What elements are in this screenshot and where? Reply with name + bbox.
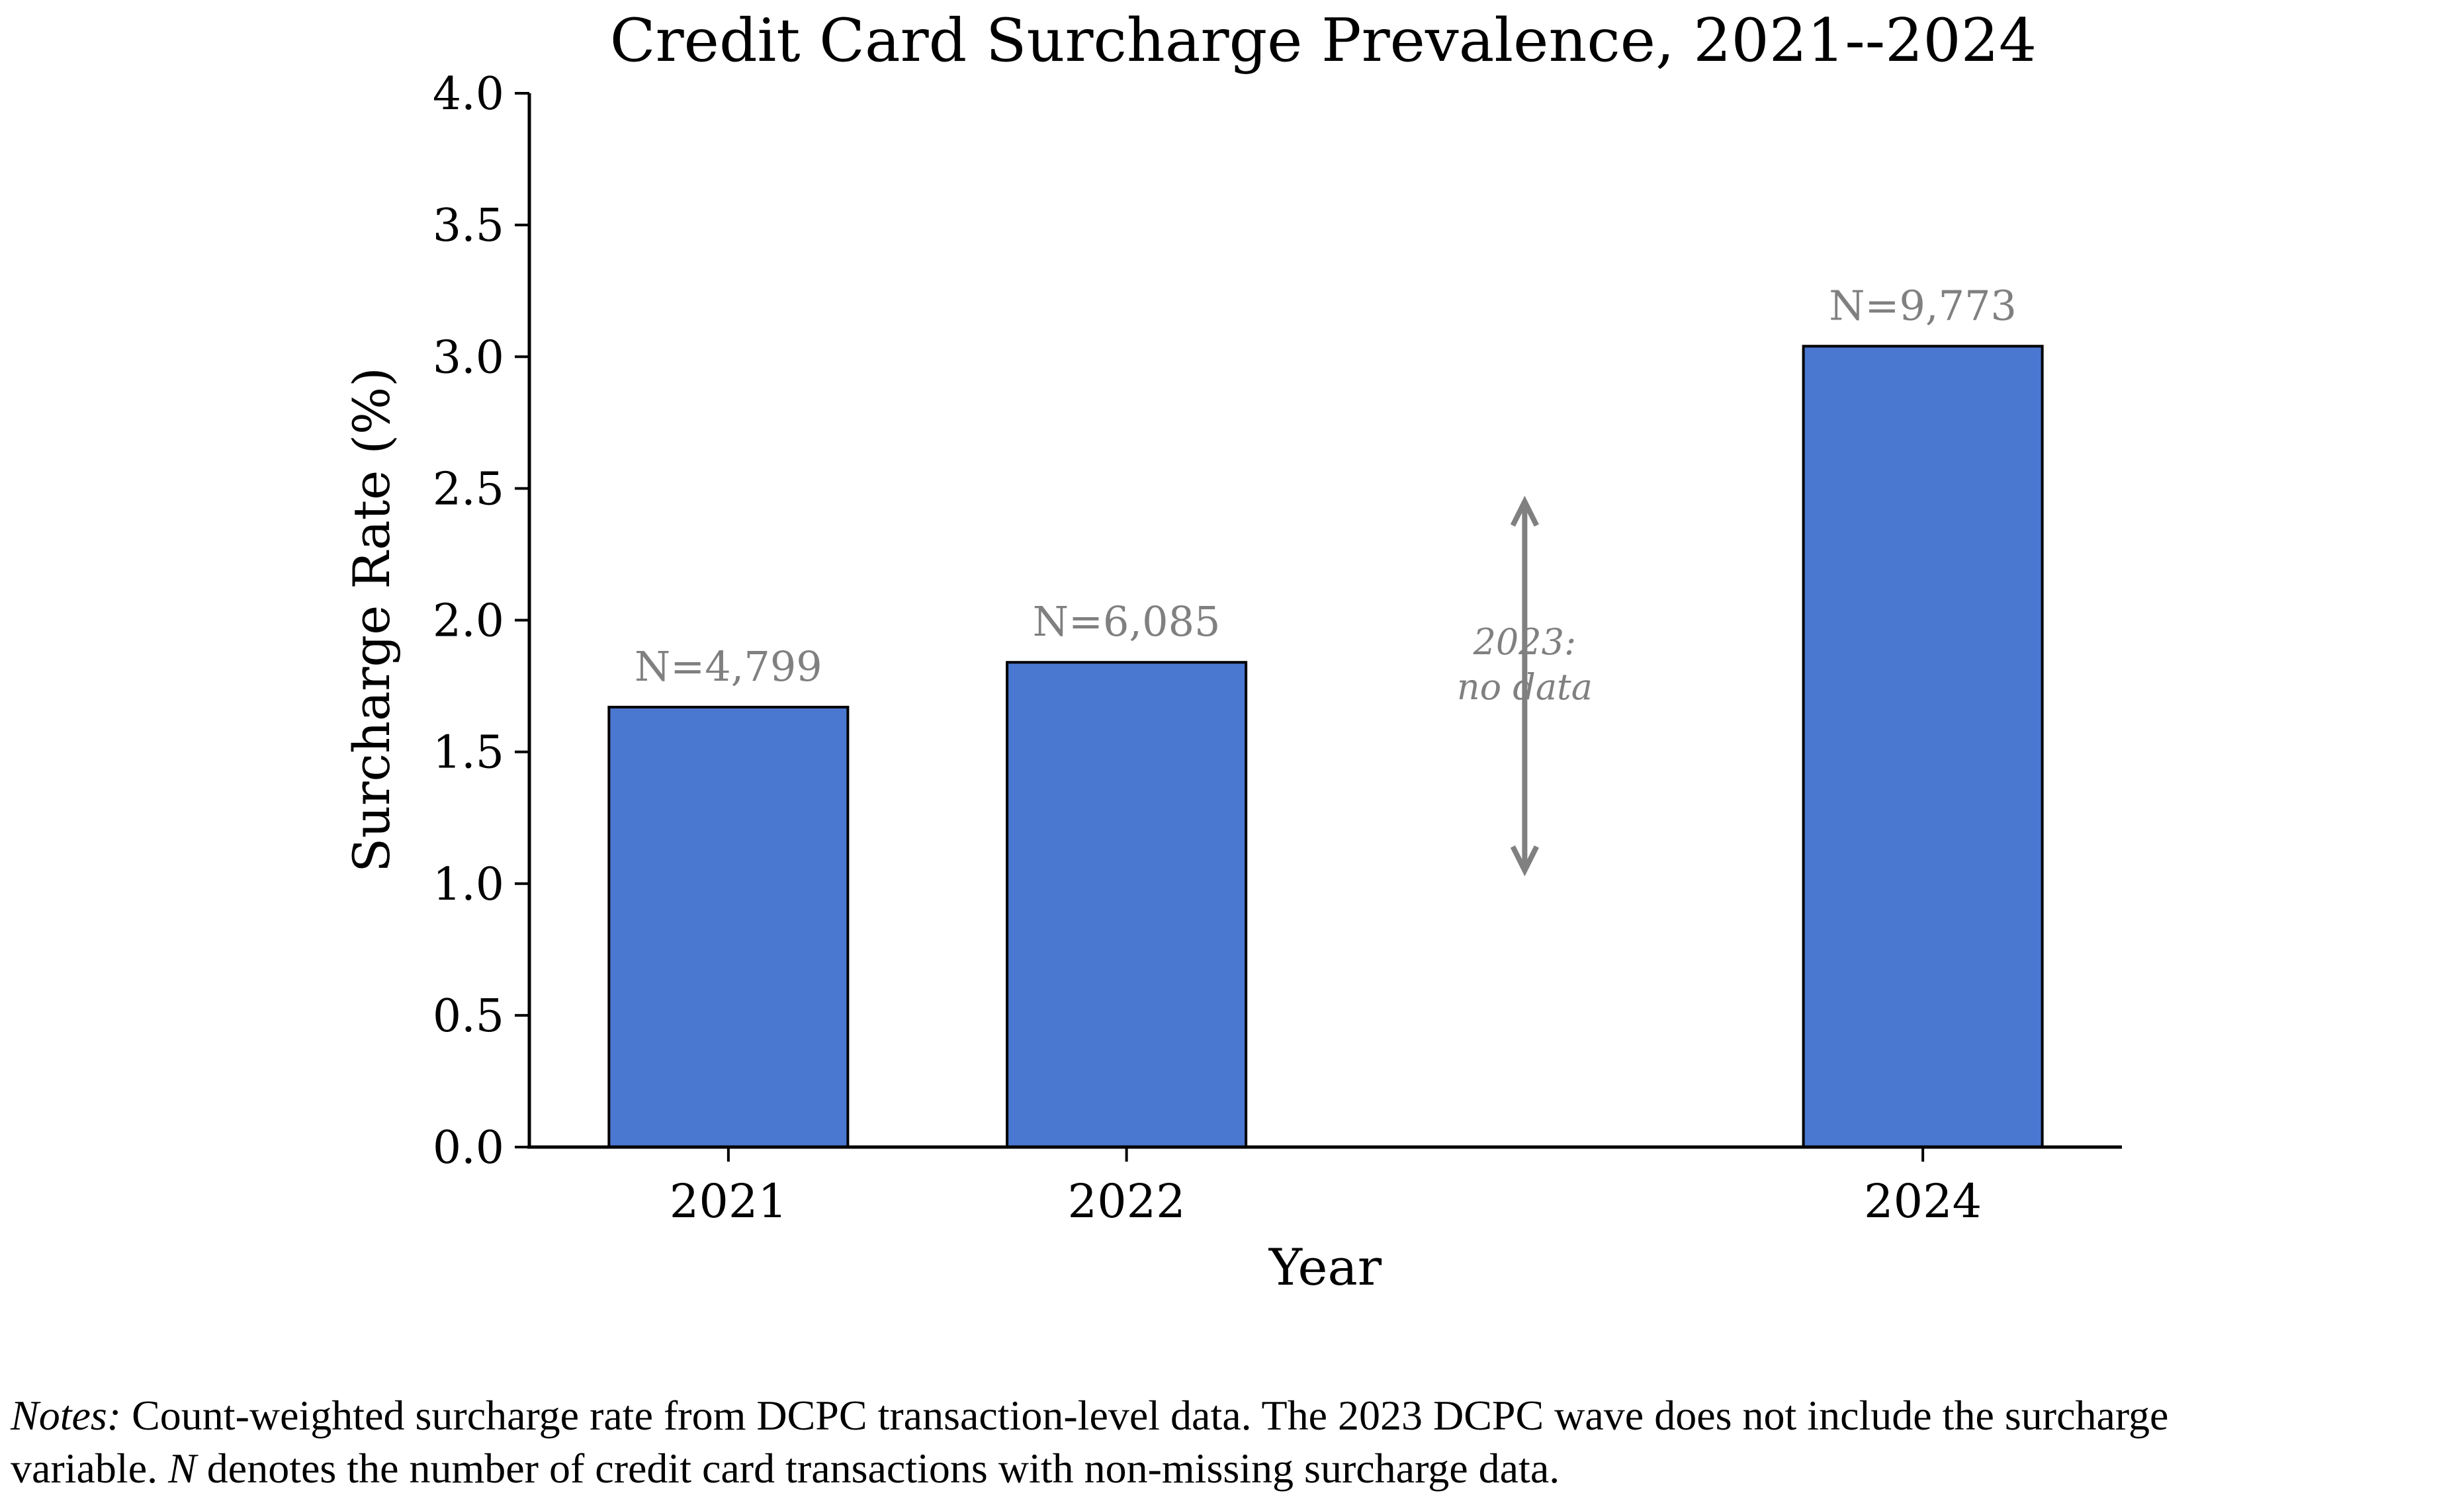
- y-tick-label: 0.5: [433, 990, 504, 1043]
- x-tick-label-2021: 2021: [670, 1174, 787, 1228]
- y-tick-label: 3.0: [433, 331, 504, 384]
- x-ticks: 2021 2022 2024: [670, 1147, 1982, 1228]
- annotation-arrowhead-down: [1510, 845, 1539, 877]
- bar-chart: Credit Card Surcharge Prevalence, 2021--…: [342, 6, 2122, 1297]
- x-tick-label-2022: 2022: [1068, 1174, 1186, 1228]
- notes-text-1: Count-weighted surcharge rate from DCPC …: [132, 1392, 2169, 1439]
- notes-prefix: Notes:: [11, 1392, 122, 1439]
- chart-title: Credit Card Surcharge Prevalence, 2021--…: [610, 6, 2037, 75]
- bar-label-2022: N=6,085: [1033, 597, 1221, 646]
- y-ticks: 0.0 0.5 1.0 1.5 2.0 2.5 3.0 3.5 4.0: [433, 68, 529, 1174]
- notes-line-1: Notes: Count-weighted surcharge rate fro…: [11, 1389, 2452, 1442]
- bars-layer: [607, 345, 2044, 1149]
- y-tick-label: 2.5: [433, 463, 504, 515]
- y-tick-label: 1.5: [433, 727, 504, 779]
- figure-notes: Notes: Count-weighted surcharge rate fro…: [11, 1389, 2452, 1495]
- bar-label-2021: N=4,799: [635, 642, 822, 691]
- notes-text-2b: denotes the number of credit card transa…: [206, 1445, 1560, 1492]
- annotation-text-line2: no data: [1457, 666, 1593, 708]
- annotation-arrowhead-up: [1510, 495, 1539, 527]
- bar-2024: [1802, 345, 2044, 1149]
- y-tick-label: 4.0: [433, 68, 504, 120]
- no-data-annotation: 2023:no data: [1457, 495, 1593, 877]
- y-tick-label: 1.0: [433, 859, 504, 911]
- bar-2022: [1006, 661, 1248, 1148]
- bar-2021: [607, 705, 850, 1148]
- notes-line-2: variable. N denotes the number of credit…: [11, 1442, 2452, 1495]
- notes-n-symbol: N: [168, 1445, 197, 1492]
- notes-text-2a: variable.: [11, 1445, 158, 1492]
- x-tick-label-2024: 2024: [1864, 1174, 1982, 1228]
- bar-label-2024: N=9,773: [1829, 281, 2017, 329]
- y-tick-label: 0.0: [433, 1122, 504, 1174]
- x-axis-label: Year: [1268, 1238, 1382, 1297]
- bar-labels-layer: N=4,799 N=6,085 N=9,773: [635, 281, 2017, 691]
- y-axis-label: Surcharge Rate (%): [342, 367, 401, 873]
- y-tick-label: 2.0: [433, 595, 504, 648]
- annotation-text-line1: 2023:: [1473, 621, 1577, 663]
- y-tick-label: 3.5: [433, 200, 504, 252]
